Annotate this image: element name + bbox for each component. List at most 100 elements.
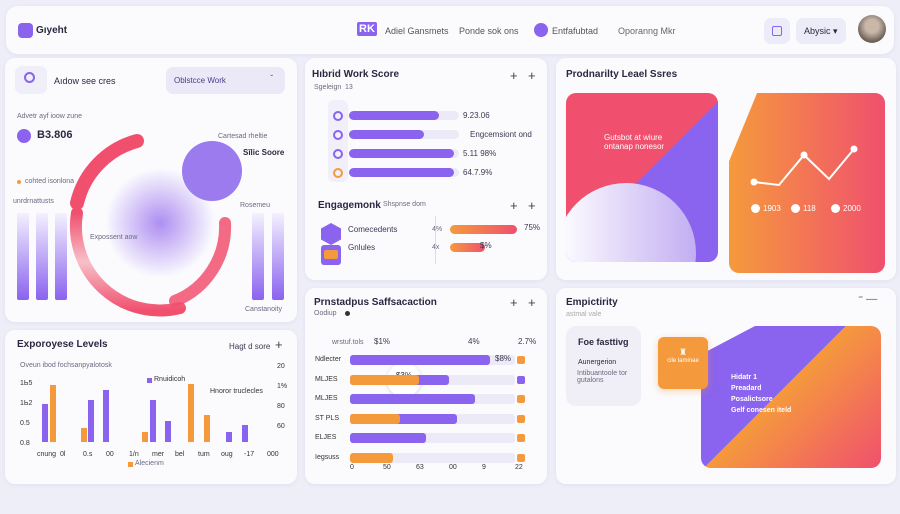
satisfaction-title: Prnstadpus Saffsacaction	[314, 297, 437, 308]
ring-arc-lower	[69, 207, 186, 317]
x-tick: 1/n	[129, 451, 139, 458]
center-label: Expossent aow	[90, 234, 138, 241]
add-icon[interactable]: +	[510, 198, 518, 213]
y-tick-left: 0.8	[20, 440, 30, 447]
moon-icon	[17, 129, 31, 143]
logo-icon	[18, 23, 33, 38]
work-type-dropdown[interactable]: Oblstcce Work ˇ	[166, 67, 285, 94]
engagement-row-value: 75%	[524, 223, 541, 232]
more-icon[interactable]: ⁼ ––	[858, 294, 878, 305]
header-left: wrstuf.tols	[332, 339, 364, 346]
x-tick: mer	[152, 451, 165, 458]
nav-item-1[interactable]: Adiel Gansmets	[385, 26, 449, 36]
empiricity-card: Empictirity astmal vale ⁼ –– Foe fasttiv…	[556, 288, 896, 484]
ring-label-2: Sǐlic Soore	[243, 148, 285, 157]
y-tick-right: 20	[277, 363, 285, 370]
search-icon	[24, 72, 35, 83]
y-tick-left: 0.5	[20, 420, 30, 427]
trend-point	[800, 151, 808, 159]
legend-label: cohted isonlona	[25, 178, 75, 185]
hero-line-2: Preadard	[731, 385, 762, 392]
engagement-bar	[450, 225, 517, 234]
engagement-row-value: $%	[480, 241, 492, 250]
add-icon[interactable]: +	[528, 295, 536, 310]
clock-icon	[333, 168, 343, 178]
row-status-icon	[517, 395, 525, 403]
x-tick: cnung	[37, 451, 57, 458]
add-icon[interactable]: +	[510, 68, 518, 83]
employee-action[interactable]: Hagt d sore	[229, 342, 271, 351]
trend-line-chart	[750, 145, 858, 187]
empiricity-subtitle: astmal vale	[566, 311, 602, 318]
employee-bar-purple	[42, 403, 48, 442]
legend-swatch-purple	[147, 378, 152, 383]
header-right: 2.7%	[518, 337, 537, 346]
employee-title: Exporoyese Levels	[17, 339, 108, 350]
legend-label: 118	[803, 204, 816, 213]
satisfaction-bar-orange	[350, 413, 400, 424]
hybrid-bar	[349, 130, 424, 139]
x-tick: 9	[482, 464, 486, 471]
overview-value: B3.806	[37, 129, 73, 141]
productivity-title: Prodnarilty Leael Ssres	[566, 69, 678, 80]
y-tick-left: 1Ь5	[20, 380, 33, 387]
nav-item-2[interactable]: Ponde sok ons	[459, 26, 519, 36]
search-button[interactable]	[15, 66, 47, 94]
bottom-label: Canstanoity	[245, 306, 282, 313]
tile-text: Gutsbot at wiure ontanap nonesor	[604, 133, 665, 151]
feature-tile[interactable]: ♜ cile laminae	[658, 337, 708, 389]
header-value: $1%	[374, 337, 391, 346]
employee-bar-purple	[164, 421, 171, 442]
hero-graphic: Hidatr 1 Preadard Posalictsore Gelf cone…	[701, 326, 881, 468]
search-input[interactable]: Aıdow see cres	[54, 76, 116, 86]
engagement-row-label: Gnlules	[348, 243, 376, 252]
hybrid-count: 13	[345, 84, 353, 91]
nav-item-3[interactable]: Entfafubtad	[552, 26, 599, 36]
timer-icon	[333, 111, 343, 121]
hybrid-bar-value: Engcemsiont ond	[470, 130, 532, 139]
chart-annotation: Hnoror truclecles	[210, 388, 263, 395]
engagement-row-pct: 4x	[432, 244, 440, 251]
hybrid-bar-value: 5.11 98%	[463, 149, 497, 158]
satisfaction-track	[350, 452, 515, 463]
right-bars-label: Rosemeu	[240, 202, 270, 209]
ring-arc-right	[169, 217, 232, 307]
feature-tile-text: cile laminae	[667, 358, 699, 364]
divider	[435, 216, 436, 264]
engagement-title: Engagemonk	[318, 200, 381, 211]
satisfaction-bar-purple	[350, 355, 491, 365]
employee-bar-orange	[203, 415, 210, 442]
hybrid-icon-strip	[328, 100, 348, 182]
chair-icon: ♜	[678, 347, 688, 357]
add-icon[interactable]: +	[510, 295, 518, 310]
trend-tile	[729, 93, 885, 273]
info-box-title: Foe fasttivg	[578, 337, 629, 347]
nav-item-4[interactable]: Oporanng Mkr	[618, 26, 676, 36]
ring-label-1: Cartesad rheltie	[218, 133, 268, 140]
avatar[interactable]	[858, 15, 886, 43]
x-tick: 0l	[60, 451, 66, 458]
right-bar-2	[272, 213, 284, 300]
add-icon[interactable]: +	[528, 68, 536, 83]
overview-card: Aıdow see cres Oblstcce Work ˇ Advetr ayf…	[5, 58, 297, 322]
hybrid-work-card: Hıbrid Work Score Sgeleign 13 + + Engage…	[305, 58, 547, 280]
hero-line-3: Posalictsore	[731, 396, 773, 403]
add-icon[interactable]: +	[528, 198, 536, 213]
left-bar-2	[36, 213, 48, 300]
x-tick: 000	[267, 451, 279, 458]
employee-bar-purple	[103, 389, 110, 442]
right-bar-1	[252, 213, 264, 300]
add-icon[interactable]: +	[275, 337, 283, 352]
score-bubble	[182, 141, 242, 201]
engagement-ring	[69, 134, 242, 317]
satisfaction-track	[350, 433, 515, 443]
logo-text[interactable]: Gıyeht	[36, 25, 68, 36]
calendar-icon-button[interactable]	[764, 18, 790, 44]
x-tick: 0	[350, 464, 354, 471]
user-menu-dropdown[interactable]: Abysic ▾	[796, 18, 846, 44]
trend-point	[850, 145, 858, 153]
hero-line-1: Hidatr 1	[731, 374, 758, 381]
satisfaction-row-label: Iegsuss	[315, 453, 340, 461]
satisfaction-bar-purple	[350, 433, 426, 443]
y-tick-right: 80	[277, 403, 285, 410]
